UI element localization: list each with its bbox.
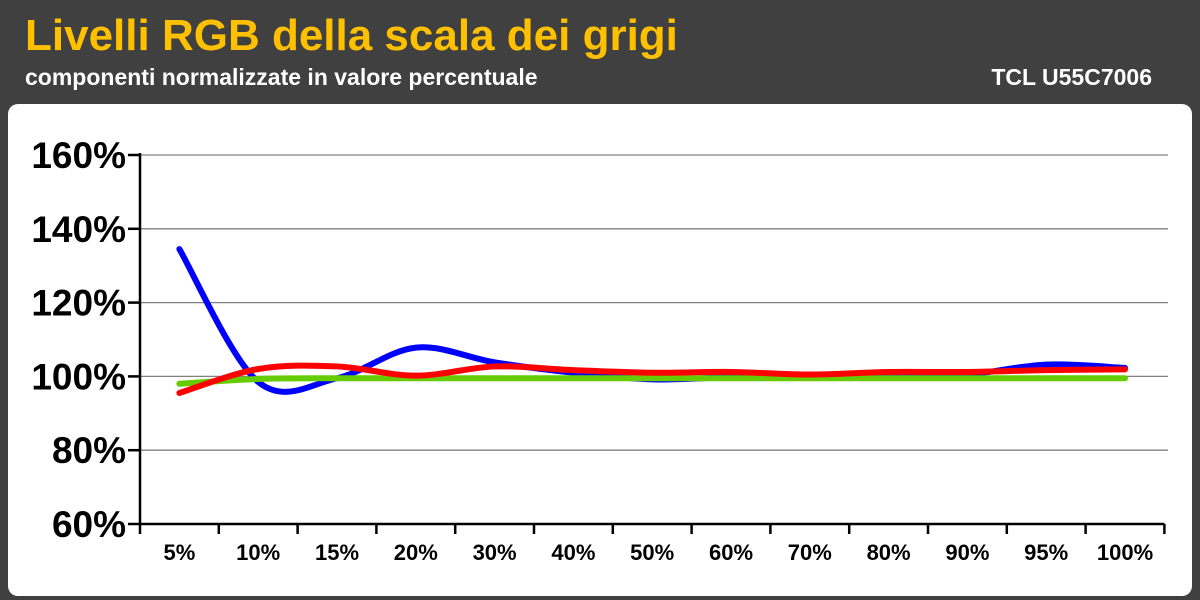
- chart-title: Livelli RGB della scala dei grigi: [25, 11, 678, 60]
- model-label: TCL U55C7006: [991, 64, 1152, 90]
- series-line-red: [176, 362, 1128, 397]
- y-tick-label: 120%: [31, 283, 126, 324]
- x-tick-label: 30%: [473, 540, 517, 565]
- x-tick-label: 40%: [551, 540, 595, 565]
- plot-panel: [8, 104, 1192, 596]
- y-tick-label: 160%: [31, 135, 126, 176]
- chart-subtitle: componenti normalizzate in valore percen…: [25, 64, 538, 90]
- x-tick-label: 15%: [315, 540, 359, 565]
- y-tick-label: 140%: [31, 209, 126, 250]
- x-tick-label: 5%: [164, 540, 196, 565]
- y-tick-label: 80%: [52, 430, 126, 471]
- x-tick-label: 70%: [788, 540, 832, 565]
- y-tick-label: 60%: [52, 504, 126, 545]
- x-tick-label: 50%: [630, 540, 674, 565]
- series-line-green: [176, 375, 1128, 387]
- x-tick-label: 95%: [1024, 540, 1068, 565]
- x-tick-label: 80%: [867, 540, 911, 565]
- x-tick-label: 60%: [709, 540, 753, 565]
- header: Livelli RGB della scala dei grigi compon…: [0, 0, 1200, 100]
- x-tick-label: 20%: [394, 540, 438, 565]
- y-tick-label: 100%: [31, 356, 126, 397]
- x-tick-label: 90%: [945, 540, 989, 565]
- x-tick-label: 10%: [236, 540, 280, 565]
- x-tick-label: 100%: [1097, 540, 1153, 565]
